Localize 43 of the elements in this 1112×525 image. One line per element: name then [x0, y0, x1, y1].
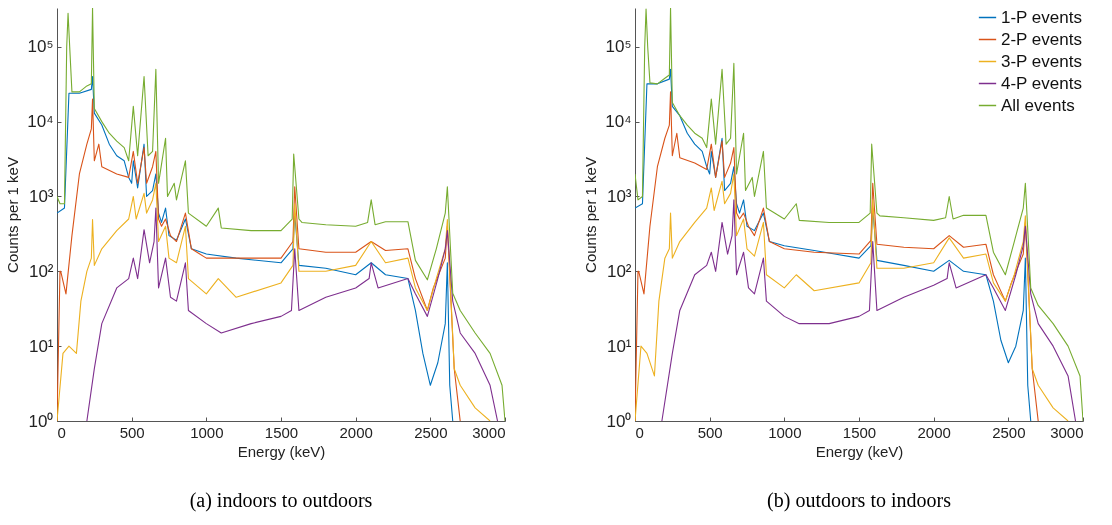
- y-tick-label: 10²: [606, 261, 632, 281]
- x-tick-label: 1000: [768, 423, 802, 441]
- y-tick-label: 10⁵: [605, 37, 632, 57]
- text: (a) indoors to outdoors: [189, 489, 373, 512]
- x-tick-label: 2000: [339, 423, 373, 441]
- y-tick-label: 10³: [28, 186, 54, 206]
- x-tick-label: 1000: [190, 423, 224, 441]
- legend-label: All events: [1001, 95, 1075, 115]
- x-tick-label: 0: [57, 423, 66, 441]
- legend-label: 3-P events: [1001, 51, 1082, 71]
- line-series: [661, 199, 1077, 421]
- text: (b) outdoors to indoors: [767, 489, 952, 512]
- x-axis-title: Energy (keV): [237, 442, 326, 460]
- y-tick-label: 10¹: [606, 336, 632, 356]
- x-tick-label: 0: [635, 423, 644, 441]
- y-tick-label: 10³: [606, 186, 632, 206]
- x-tick-label: 3000: [1050, 423, 1084, 441]
- x-tick-label: 2500: [992, 423, 1026, 441]
- line-series: [86, 207, 499, 421]
- x-tick-label: 2500: [414, 423, 448, 441]
- y-axis-title: Counts per 1 keV: [582, 157, 600, 273]
- x-tick-label: 2000: [917, 423, 951, 441]
- y-tick-label: 10⁰: [28, 411, 54, 431]
- line-series: [635, 173, 1069, 421]
- x-tick-label: 3000: [472, 423, 506, 441]
- x-tick-label: 1500: [264, 423, 299, 441]
- x-axis-title: Energy (keV): [815, 442, 904, 460]
- y-tick-label: 10²: [28, 261, 54, 281]
- y-tick-label: 10¹: [28, 336, 54, 356]
- legend-label: 4-P events: [1001, 73, 1082, 93]
- x-tick-label: 500: [119, 423, 145, 441]
- line-series: [635, 8, 1083, 421]
- y-axis-title: Counts per 1 keV: [4, 157, 22, 273]
- y-tick-label: 10⁰: [606, 411, 632, 431]
- legend-label: 2-P events: [1001, 29, 1082, 49]
- line-series: [57, 182, 491, 421]
- line-series: [57, 8, 505, 421]
- legend-label: 1-P events: [1001, 7, 1082, 27]
- y-tick-label: 10⁵: [27, 37, 54, 57]
- y-tick-label: 10⁴: [605, 112, 632, 132]
- x-tick-label: 1500: [842, 423, 877, 441]
- y-tick-label: 10⁴: [27, 112, 54, 132]
- x-tick-label: 500: [697, 423, 723, 441]
